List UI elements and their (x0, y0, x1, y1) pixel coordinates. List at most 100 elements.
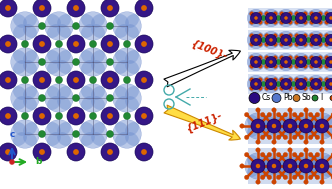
Circle shape (299, 175, 303, 180)
Ellipse shape (293, 61, 302, 69)
Circle shape (266, 57, 277, 67)
Ellipse shape (279, 83, 287, 91)
Text: c: c (9, 130, 15, 139)
Circle shape (244, 112, 249, 117)
Circle shape (261, 81, 266, 87)
Ellipse shape (47, 132, 61, 146)
Ellipse shape (81, 122, 95, 136)
Circle shape (107, 130, 114, 138)
Ellipse shape (270, 33, 278, 41)
Circle shape (288, 64, 292, 68)
Circle shape (292, 175, 297, 180)
Ellipse shape (285, 83, 293, 91)
Ellipse shape (315, 83, 323, 91)
Ellipse shape (47, 86, 61, 100)
Circle shape (320, 180, 324, 184)
Circle shape (124, 112, 130, 119)
Circle shape (303, 34, 307, 38)
Circle shape (314, 38, 318, 42)
Circle shape (73, 113, 79, 119)
Circle shape (325, 78, 332, 90)
Ellipse shape (330, 55, 332, 63)
Circle shape (308, 135, 313, 139)
Circle shape (273, 78, 277, 82)
Ellipse shape (115, 96, 129, 110)
Circle shape (254, 16, 258, 20)
Ellipse shape (91, 132, 105, 146)
Circle shape (256, 124, 260, 128)
Ellipse shape (249, 55, 257, 63)
Circle shape (314, 16, 318, 20)
Ellipse shape (23, 50, 37, 64)
Ellipse shape (47, 96, 61, 110)
Circle shape (5, 41, 11, 47)
Circle shape (141, 149, 147, 155)
Ellipse shape (293, 113, 319, 139)
Circle shape (325, 20, 329, 24)
Circle shape (265, 12, 269, 16)
FancyBboxPatch shape (248, 8, 332, 28)
Circle shape (0, 0, 17, 17)
Circle shape (329, 38, 332, 42)
Circle shape (135, 0, 153, 17)
Circle shape (320, 140, 324, 144)
Circle shape (299, 119, 313, 133)
Ellipse shape (263, 164, 276, 177)
Circle shape (250, 34, 254, 38)
Ellipse shape (45, 48, 73, 76)
Ellipse shape (247, 164, 260, 177)
Circle shape (295, 34, 299, 38)
Ellipse shape (255, 83, 263, 91)
Circle shape (320, 164, 324, 168)
Ellipse shape (23, 60, 37, 74)
Circle shape (315, 175, 319, 180)
Ellipse shape (293, 33, 302, 41)
Ellipse shape (249, 39, 257, 47)
Circle shape (280, 42, 284, 46)
Circle shape (299, 38, 303, 42)
Circle shape (244, 175, 249, 180)
Ellipse shape (270, 61, 278, 69)
Circle shape (280, 20, 284, 24)
Ellipse shape (324, 61, 332, 69)
Ellipse shape (288, 164, 301, 177)
Circle shape (303, 78, 307, 82)
Circle shape (321, 60, 326, 64)
FancyBboxPatch shape (248, 108, 332, 144)
Circle shape (320, 124, 324, 128)
Circle shape (295, 12, 306, 23)
Ellipse shape (81, 14, 95, 28)
Text: {100}-: {100}- (190, 38, 229, 62)
Circle shape (266, 35, 277, 46)
Circle shape (291, 15, 296, 20)
Circle shape (250, 78, 254, 82)
Circle shape (314, 82, 318, 86)
Ellipse shape (81, 132, 95, 146)
Circle shape (318, 64, 322, 68)
Circle shape (288, 164, 292, 168)
Circle shape (258, 12, 262, 16)
Ellipse shape (307, 31, 325, 49)
Ellipse shape (255, 33, 263, 41)
Ellipse shape (324, 83, 332, 91)
Circle shape (310, 34, 314, 38)
Circle shape (72, 94, 79, 101)
Ellipse shape (11, 48, 39, 76)
Ellipse shape (279, 55, 287, 63)
Text: I: I (320, 94, 322, 102)
Ellipse shape (115, 24, 129, 38)
Circle shape (254, 82, 258, 86)
Circle shape (251, 57, 262, 67)
Circle shape (299, 135, 303, 139)
Circle shape (276, 81, 281, 87)
Circle shape (267, 135, 272, 139)
Ellipse shape (263, 124, 276, 137)
Ellipse shape (13, 50, 27, 64)
Circle shape (124, 77, 130, 84)
Ellipse shape (315, 61, 323, 69)
Circle shape (299, 112, 303, 117)
Circle shape (312, 95, 318, 101)
Circle shape (266, 12, 277, 23)
Ellipse shape (279, 164, 292, 177)
Circle shape (291, 37, 296, 43)
